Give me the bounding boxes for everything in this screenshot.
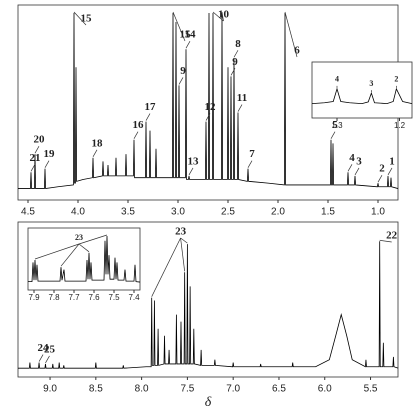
leader-line: [44, 160, 50, 168]
x-tick-label: 7.4: [128, 293, 140, 302]
peak-label: 5: [332, 119, 338, 131]
peak-label: 12: [205, 101, 217, 113]
peak-label: 4: [335, 75, 339, 84]
peak-label: 25: [44, 343, 56, 355]
peak-label: 13: [188, 155, 200, 167]
leader-line: [330, 131, 336, 139]
leader-line: [172, 11, 186, 42]
x-tick-label: 1.0: [371, 207, 385, 218]
leader-line: [34, 146, 40, 154]
x-axis-label: δ: [205, 395, 212, 410]
peak-label: 16: [133, 119, 145, 131]
x-tick-label: 5.5: [364, 384, 378, 395]
x-tick-label: 6.0: [318, 384, 332, 395]
peak-label: 8: [235, 38, 241, 50]
leader-line: [284, 11, 298, 58]
x-tick-label: 1.5: [321, 207, 335, 218]
leader-line: [180, 237, 188, 244]
peak-label: 6: [294, 45, 300, 57]
peak-label: 2: [379, 163, 385, 175]
leader-line: [92, 149, 98, 157]
peak-label: 14: [185, 29, 197, 41]
x-tick-label: 4.5: [21, 207, 35, 218]
leader-line: [145, 113, 151, 121]
leader-line: [151, 237, 181, 297]
leader-line: [188, 167, 194, 176]
peak-label: 20: [34, 134, 46, 146]
leader-line: [233, 50, 239, 58]
x-tick-label: 4.0: [71, 207, 85, 218]
leader-line: [205, 113, 211, 121]
peak-label: 15: [81, 13, 93, 25]
x-tick-label: 2.0: [271, 207, 285, 218]
x-tick-label: 3.5: [121, 207, 135, 218]
peak-label: 10: [218, 9, 230, 21]
x-tick-label: 6.5: [272, 384, 286, 395]
spectrum: [18, 12, 399, 190]
x-tick-label: 7.0: [226, 384, 240, 395]
x-tick-label: 7.7: [68, 293, 80, 302]
leader-line: [354, 167, 360, 176]
peak-label: 24: [38, 342, 50, 354]
x-tick-label: 9.0: [43, 384, 57, 395]
peak-label: 3: [369, 79, 373, 88]
x-tick-label: 8.5: [89, 384, 103, 395]
leader-line: [78, 234, 108, 245]
peak-label: 17: [145, 101, 157, 113]
leader-line: [247, 160, 253, 168]
leader-line: [60, 243, 80, 267]
leader-line: [185, 41, 191, 49]
spectrum: [28, 235, 141, 283]
x-tick-label: 7.6: [88, 293, 100, 302]
peak-label: 21: [30, 152, 41, 164]
spectrum: [311, 87, 413, 105]
peak-label: 9: [180, 65, 186, 77]
leader-line: [78, 243, 90, 253]
leader-line: [379, 239, 392, 243]
leader-line: [73, 11, 87, 26]
peak-label: 23: [75, 233, 83, 242]
inset-frame: [27, 227, 141, 291]
peak-label: 3: [356, 155, 362, 167]
leader-line: [237, 104, 243, 112]
spectrum: [18, 241, 399, 369]
leader-line: [221, 11, 224, 22]
leader-line: [38, 354, 44, 362]
peak-label: 9: [232, 56, 238, 68]
x-tick-label: 3.0: [171, 207, 185, 218]
leader-line: [178, 77, 184, 85]
x-tick-label: 1.2: [394, 121, 406, 130]
leader-line: [34, 243, 80, 260]
peak-label: 23: [175, 226, 187, 238]
x-tick-label: 8.0: [135, 384, 149, 395]
peak-label: 19: [44, 148, 56, 160]
peak-label: 1: [389, 155, 395, 167]
leader-line: [180, 237, 185, 272]
leader-line: [212, 11, 224, 22]
inset-frame: [311, 61, 413, 119]
x-tick-label: 7.5: [108, 293, 120, 302]
leader-line: [30, 164, 36, 172]
leader-line: [230, 68, 236, 76]
leader-line: [387, 167, 393, 176]
peak-label: 4: [349, 152, 355, 164]
leader-line: [347, 164, 353, 172]
x-tick-label: 1.3: [331, 121, 343, 130]
peak-label: 22: [386, 230, 398, 242]
peak-label: 2: [394, 75, 398, 84]
peak-label: 15: [180, 29, 192, 41]
peak-label: 11: [237, 92, 247, 104]
peak-label: 7: [249, 148, 255, 160]
x-tick-label: 7.9: [28, 293, 40, 302]
leader-line: [45, 355, 50, 364]
peak-label: 18: [92, 137, 104, 149]
x-tick-label: 7.8: [48, 293, 60, 302]
x-tick-label: 2.5: [221, 207, 235, 218]
x-tick-label: 7.5: [180, 384, 194, 395]
leader-line: [133, 131, 139, 139]
leader-line: [377, 174, 383, 183]
